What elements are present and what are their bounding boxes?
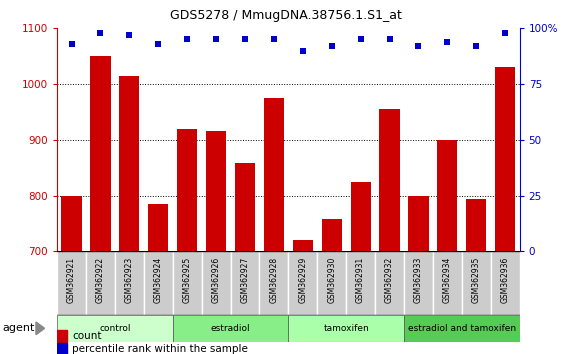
Text: percentile rank within the sample: percentile rank within the sample [72,343,248,354]
Bar [346,251,375,315]
Polygon shape [36,322,45,335]
Bar [408,195,429,251]
Point [414,43,423,49]
Bar [206,131,226,251]
Point [501,30,510,36]
Text: GSM362928: GSM362928 [270,256,279,303]
Bar [148,204,168,251]
Point [154,41,163,47]
Point [472,43,481,49]
Bar [115,251,144,315]
Point [327,43,336,49]
Bar [321,219,342,251]
Text: GSM362923: GSM362923 [125,256,134,303]
Bar [62,195,82,251]
Text: GSM362932: GSM362932 [385,256,394,303]
Bar [404,251,433,315]
Text: GSM362929: GSM362929 [298,256,307,303]
Bar [351,182,371,251]
Bar [172,251,202,315]
Bar [264,98,284,251]
Text: GSM362925: GSM362925 [183,256,192,303]
Bar [172,315,288,342]
Bar [433,251,462,315]
Text: GSM362930: GSM362930 [327,256,336,303]
Point [240,37,250,42]
Text: GDS5278 / MmugDNA.38756.1.S1_at: GDS5278 / MmugDNA.38756.1.S1_at [170,9,401,22]
Bar [259,251,288,315]
Point [298,48,307,53]
Bar [57,343,67,354]
Bar [404,315,520,342]
Bar [57,315,172,342]
Text: GSM362924: GSM362924 [154,256,163,303]
Point [96,30,105,36]
Bar [57,251,86,315]
Bar [379,109,400,251]
Point [67,41,76,47]
Bar [288,315,404,342]
Bar [288,251,317,315]
Text: estradiol and tamoxifen: estradiol and tamoxifen [408,324,516,333]
Text: GSM362934: GSM362934 [443,256,452,303]
Bar [177,129,198,251]
Point [211,37,220,42]
Text: GSM362922: GSM362922 [96,256,105,303]
Text: control: control [99,324,131,333]
Bar [202,251,231,315]
Bar [119,76,139,251]
Text: GSM362935: GSM362935 [472,256,481,303]
Bar [231,251,259,315]
Text: tamoxifen: tamoxifen [323,324,369,333]
Bar [490,251,520,315]
Bar [495,67,515,251]
Text: GSM362931: GSM362931 [356,256,365,303]
Bar [235,163,255,251]
Text: estradiol: estradiol [211,324,250,333]
Point [356,37,365,42]
Bar [144,251,173,315]
Text: agent: agent [3,323,35,333]
Text: count: count [72,331,102,341]
Text: GSM362936: GSM362936 [501,256,510,303]
Bar [462,251,490,315]
Bar [317,251,346,315]
Point [183,37,192,42]
Point [443,39,452,45]
Point [125,32,134,38]
Text: GSM362933: GSM362933 [414,256,423,303]
Text: GSM362921: GSM362921 [67,256,76,303]
Bar [293,240,313,251]
Text: GSM362926: GSM362926 [212,256,220,303]
Bar [57,330,67,342]
Bar [437,140,457,251]
Bar [466,200,486,251]
Bar [375,251,404,315]
Bar [86,251,115,315]
Text: GSM362927: GSM362927 [240,256,250,303]
Point [270,37,279,42]
Point [385,37,394,42]
Bar [90,56,111,251]
